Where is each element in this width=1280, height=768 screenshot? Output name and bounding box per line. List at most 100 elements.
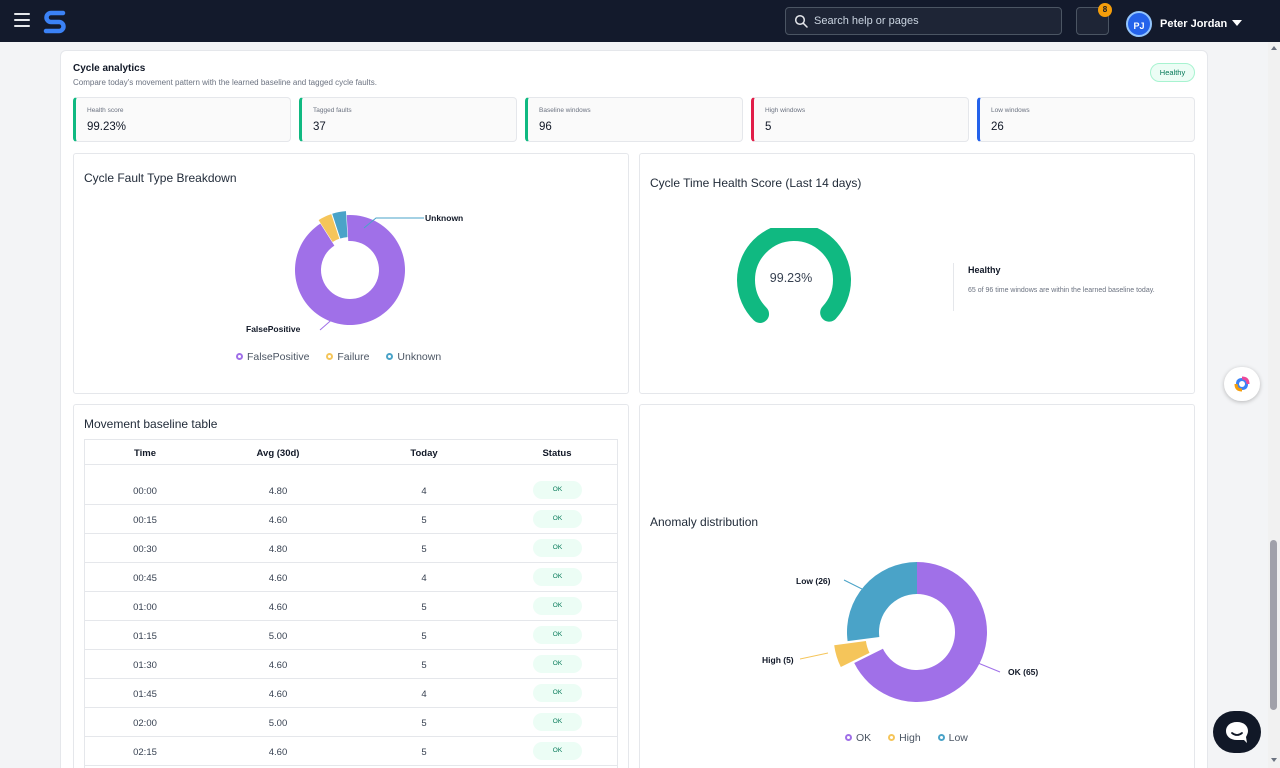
fault-donut-chart [295,211,424,331]
legend-label: Unknown [397,351,442,363]
table-row[interactable]: 00:45 4.60 4 OK [85,563,617,592]
scroll-down-arrow-icon[interactable] [1271,758,1277,762]
status-badge: OK [533,568,582,586]
stat-value: 37 [313,121,326,133]
status-badge: OK [533,684,582,702]
status-badge: OK [533,655,582,673]
table-cell: 4.60 [268,747,288,758]
table-cell: 4.80 [268,486,288,497]
chat-bubble-icon [1226,722,1248,743]
pie-slice-failure[interactable] [318,214,340,242]
column-header[interactable]: Status [542,448,572,459]
search-input[interactable] [814,12,1054,30]
table-cell: 00:45 [133,573,157,584]
divider [953,263,954,311]
table-cell: 5 [421,602,427,613]
copilot-icon [1234,376,1250,392]
table-row[interactable]: 00:15 4.60 5 OK [85,505,617,534]
stat-value: 99.23% [87,121,127,133]
stat-high-windows: High windows 5 [751,97,969,142]
stat-tagged-faults: Tagged faults 37 [299,97,517,142]
health-score-panel [639,153,1195,394]
chat-button[interactable] [1213,711,1261,753]
table-cell: 5 [421,544,427,555]
table-cell: 4.60 [268,515,288,526]
scrollbar-thumb[interactable] [1270,540,1277,710]
table-header: Time Avg (30d) Today Status [85,440,617,465]
menu-icon[interactable] [14,13,30,27]
avatar[interactable]: PJ [1126,11,1152,37]
app-logo[interactable] [42,8,68,34]
status-badge: OK [533,510,582,528]
column-header[interactable]: Today [410,448,438,459]
gauge-arc [737,228,851,323]
table-cell: 01:45 [133,689,157,700]
status-badge: OK [533,742,582,760]
section-subtitle: Compare today's movement pattern with th… [73,78,377,87]
fault-chart-legend: FalsePositive Failure Unknown [236,351,455,363]
search-box[interactable] [785,7,1062,35]
stat-baseline-windows: Baseline windows 96 [525,97,743,142]
chevron-down-icon[interactable] [1232,20,1242,26]
pie-slice-falsepositive[interactable] [295,215,405,325]
notification-badge: 8 [1098,3,1112,17]
table-row[interactable]: 02:15 4.60 5 OK [85,737,617,766]
gauge-value: 99.23% [769,271,813,285]
pie-slice-high[interactable] [834,641,870,668]
legend-item[interactable]: OK [845,732,871,744]
unknown-leader-line [363,217,424,229]
legend-item[interactable]: Failure [326,351,369,363]
table-cell: 4 [421,573,427,584]
legend-item[interactable]: High [888,732,921,744]
low-leader-line [843,579,865,591]
scroll-up-arrow-icon[interactable] [1271,46,1277,50]
user-name[interactable]: Peter Jordan [1160,18,1228,30]
table-row[interactable]: 00:30 4.80 5 OK [85,534,617,563]
pie-label-high: High (5) [762,655,794,665]
legend-item[interactable]: FalsePositive [236,351,309,363]
pie-label-ok: OK (65) [1008,667,1039,677]
table-row[interactable]: 01:15 5.00 5 OK [85,621,617,650]
table-cell: 00:15 [133,515,157,526]
table-cell: 4.80 [268,544,288,555]
health-chart-title: Cycle Time Health Score (Last 14 days) [650,176,862,190]
table-cell: 5 [421,660,427,671]
legend-item[interactable]: Low [937,732,968,744]
stat-value: 5 [765,121,772,133]
copilot-button[interactable] [1224,367,1260,401]
column-header[interactable]: Time [133,448,156,459]
status-badge: Healthy [1150,63,1195,82]
anomaly-donut-chart [800,562,1001,702]
health-gauge [737,228,851,323]
pie-slice-unknown[interactable] [332,211,348,239]
table-cell: 00:30 [133,544,157,555]
table-cell: 4.60 [268,660,288,671]
column-header[interactable]: Avg (30d) [256,448,300,459]
status-badge: OK [533,626,582,644]
table-cell: 4.60 [268,573,288,584]
stat-health-score: Health score 99.23% [73,97,291,142]
table-cell: 01:00 [133,602,157,613]
health-status-title: Healthy [968,265,1001,275]
status-badge: OK [533,539,582,557]
legend-dot-icon [386,353,394,360]
legend-dot-icon [845,734,852,741]
legend-label: Failure [337,351,370,363]
legend-dot-icon [236,353,243,360]
section-title: Cycle analytics [73,63,146,74]
table-row[interactable]: 01:30 4.60 5 OK [85,650,617,679]
table-row[interactable]: 00:00 4.80 4 OK [85,476,617,505]
top-navbar [0,0,1280,42]
table-row[interactable]: 02:00 5.00 5 OK [85,708,617,737]
high-leader-line [800,652,829,660]
pie-slice-ok[interactable] [854,562,987,702]
legend-item[interactable]: Unknown [386,351,441,363]
stat-value: 26 [991,121,1004,133]
table-row[interactable]: 01:45 4.60 4 OK [85,679,617,708]
status-badge: OK [533,597,582,615]
health-status-description: 65 of 96 time windows are within the lea… [968,287,1155,294]
pie-slice-low[interactable] [847,562,917,642]
table-row[interactable]: 01:00 4.60 5 OK [85,592,617,621]
fault-breakdown-panel [73,153,629,394]
falsepositive-leader-line [319,315,337,331]
